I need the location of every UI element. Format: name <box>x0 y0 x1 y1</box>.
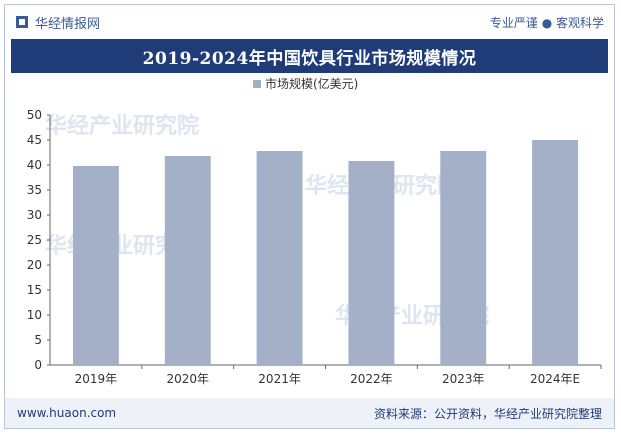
y-tick-label: 30 <box>27 208 42 222</box>
y-tick-label: 45 <box>27 133 42 147</box>
legend-swatch <box>253 80 261 88</box>
y-tick-label: 5 <box>34 333 42 347</box>
bar <box>348 161 395 365</box>
footer-source: 资料来源：公开资料，华经产业研究院整理 <box>373 406 602 421</box>
brand-logo-icon <box>16 16 28 28</box>
title-bar: 2019-2024年中国饮具行业市场规模情况 <box>11 39 608 73</box>
chart-title: 2019-2024年中国饮具行业市场规模情况 <box>142 48 477 69</box>
x-tick-label: 2024年E <box>530 372 580 386</box>
chart-area: 华经产业研究院 华经产业研究院 华经产业研究院 华经产业研究院 市场规模(亿美元… <box>5 73 616 393</box>
footer: www.huaon.com 资料来源：公开资料，华经产业研究院整理 <box>5 398 614 428</box>
footer-website[interactable]: www.huaon.com <box>17 406 117 420</box>
x-tick-label: 2023年 <box>442 372 485 386</box>
bar <box>440 151 487 365</box>
x-tick-label: 2019年 <box>75 372 118 386</box>
bar <box>532 140 579 365</box>
y-tick-label: 0 <box>34 358 42 372</box>
y-tick-label: 35 <box>27 183 42 197</box>
x-tick-label: 2020年 <box>166 372 209 386</box>
brand[interactable]: 华经情报网 <box>15 13 100 32</box>
y-tick-label: 50 <box>27 108 42 122</box>
bar <box>72 166 119 365</box>
x-tick-label: 2022年 <box>350 372 393 386</box>
legend: 市场规模(亿美元) <box>253 76 358 91</box>
y-tick-label: 10 <box>27 308 42 322</box>
tagline: 专业严谨 ● 客观科学 <box>489 15 604 30</box>
y-tick-label: 40 <box>27 158 42 172</box>
bar-chart: 华经产业研究院 华经产业研究院 华经产业研究院 华经产业研究院 市场规模(亿美元… <box>27 76 602 386</box>
brand-name: 华经情报网 <box>35 16 101 32</box>
y-tick-label: 20 <box>27 258 42 272</box>
y-tick-label: 15 <box>27 283 42 297</box>
legend-label: 市场规模(亿美元) <box>265 76 358 91</box>
top-bar: 华经情报网 专业严谨 ● 客观科学 <box>5 5 614 39</box>
bar <box>256 151 303 365</box>
y-tick-label: 25 <box>27 233 42 247</box>
watermark: 华经产业研究院 <box>45 113 199 139</box>
chart-card: 华经情报网 专业严谨 ● 客观科学 2019-2024年中国饮具行业市场规模情况… <box>4 4 615 429</box>
bar <box>164 156 211 365</box>
x-tick-label: 2021年 <box>258 372 301 386</box>
